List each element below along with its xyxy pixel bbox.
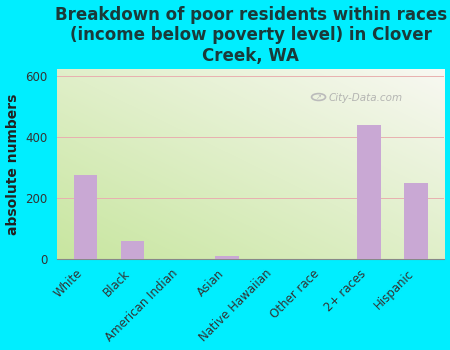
Bar	[357, 125, 381, 259]
Text: City-Data.com: City-Data.com	[328, 93, 402, 103]
Title: Breakdown of poor residents within races
(income below poverty level) in Clover
: Breakdown of poor residents within races…	[55, 6, 447, 65]
Bar	[74, 175, 97, 259]
Bar	[121, 241, 144, 259]
Bar	[404, 183, 428, 259]
Text: ↗: ↗	[315, 94, 321, 100]
Y-axis label: absolute numbers: absolute numbers	[5, 94, 19, 235]
Bar	[216, 256, 239, 259]
